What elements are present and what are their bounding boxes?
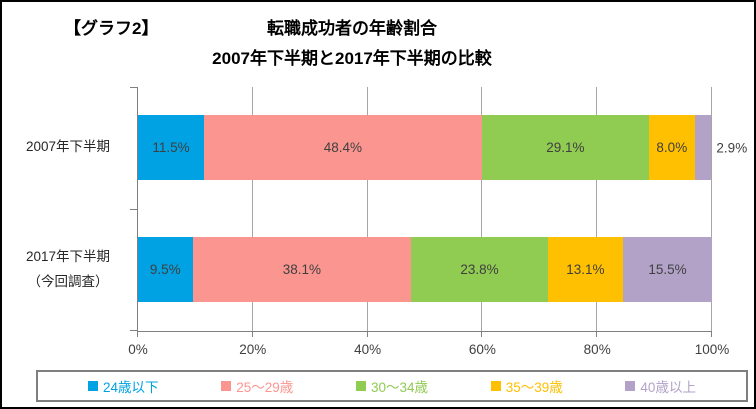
category-label-line: （今回調査） <box>27 273 109 289</box>
graph-tag: 【グラフ2】 <box>64 19 159 38</box>
data-label-outside: 2.9% <box>716 140 748 155</box>
data-label: 13.1% <box>566 262 605 277</box>
legend-swatch-icon <box>625 381 636 391</box>
legend-item-24歳以下: 24歳以下 <box>88 376 159 396</box>
legend-item-35～39歳: 35～39歳 <box>490 376 563 396</box>
legend-swatch-icon <box>490 381 501 391</box>
bar-segment-24歳以下: 9.5% <box>138 237 193 302</box>
bar-2007年下半期: 2007年下半期 11.5% 48.4% 29.1% 8.0% 2.9% <box>26 115 747 180</box>
gridline <box>711 87 712 331</box>
category-label-line: 2017年下半期 <box>25 249 111 265</box>
category-label-line: 2007年下半期 <box>25 139 111 155</box>
data-label: 11.5% <box>152 140 190 155</box>
data-label: 9.5% <box>149 262 181 277</box>
gridline <box>596 87 598 331</box>
y-axis-tick-mark <box>130 209 138 210</box>
data-label: 23.8% <box>460 262 499 277</box>
data-label: 29.1% <box>546 140 585 155</box>
x-axis-tick-mark <box>366 331 368 337</box>
legend-label: 30～34歳 <box>370 380 428 395</box>
plot-area: 0% 20% 40% 60% 80% 100% 2007年下半期 11.5% 48.4% 29.1… <box>26 87 747 357</box>
x-axis-tick-label: 0% <box>128 342 148 357</box>
x-axis-tick-mark <box>137 331 138 337</box>
y-axis-tick-mark <box>130 330 138 331</box>
x-axis-tick-label: 40% <box>354 342 382 357</box>
x-axis-tick-mark <box>711 331 712 337</box>
x-axis-tick-mark <box>596 331 598 337</box>
x-axis-tick-mark <box>481 331 483 337</box>
legend-item-25～29歳: 25～29歳 <box>221 376 293 396</box>
bar-segment-30～34歳: 23.8% <box>411 237 548 302</box>
gridline <box>481 87 483 331</box>
bar-segment-40歳以上: 15.5% <box>623 237 712 302</box>
bar-segment-24歳以下: 11.5% <box>138 115 204 180</box>
y-axis-tick-mark <box>130 87 138 88</box>
x-axis-tick-label: 60% <box>468 342 496 357</box>
x-axis-tick-mark <box>251 331 253 337</box>
x-axis-tick-label: 100% <box>694 342 730 357</box>
data-label: 48.4% <box>323 140 363 155</box>
legend-label: 35～39歳 <box>505 380 563 395</box>
legend-label: 24歳以下 <box>103 380 159 395</box>
data-label: 8.0% <box>656 140 688 155</box>
chart-subtitle: 2007年下半期と2017年下半期の比較 <box>212 49 492 68</box>
x-axis-tick-label: 80% <box>583 342 611 357</box>
legend-item-40歳以上: 40歳以上 <box>625 376 696 396</box>
legend-swatch-icon <box>355 381 366 391</box>
legend: 24歳以下 25～29歳 30～34歳 35～39歳 40歳以上 <box>36 370 748 402</box>
bar-2017年下半期（今回調査）: 2017年下半期 （今回調査） 9.5% 38.1% 23.8% 13.1% 15.5% <box>26 237 712 302</box>
bar-segment-40歳以上 <box>694 115 712 180</box>
bar-segment-35～39歳: 8.0% <box>648 115 695 180</box>
bar-segment-30～34歳: 29.1% <box>481 115 649 180</box>
legend-swatch-icon <box>221 381 232 391</box>
legend-label: 25～29歳 <box>236 380 294 395</box>
category-label: 2007年下半期 <box>5 115 131 180</box>
x-axis-tick-label: 20% <box>239 342 267 357</box>
gridline <box>251 87 253 331</box>
legend-label: 40歳以上 <box>640 380 696 395</box>
chart-title: 転職成功者の年齢割合 <box>267 19 437 38</box>
data-label: 38.1% <box>282 262 321 277</box>
legend-item-30～34歳: 30～34歳 <box>355 376 428 396</box>
legend-swatch-icon <box>88 381 98 391</box>
category-label: 2017年下半期 （今回調査） <box>5 237 131 302</box>
gridline <box>366 87 368 331</box>
data-label: 15.5% <box>648 262 687 277</box>
bar-segment-25～29歳: 48.4% <box>204 115 482 180</box>
bar-segment-35～39歳: 13.1% <box>547 237 624 302</box>
bar-segment-25～29歳: 38.1% <box>192 237 412 302</box>
